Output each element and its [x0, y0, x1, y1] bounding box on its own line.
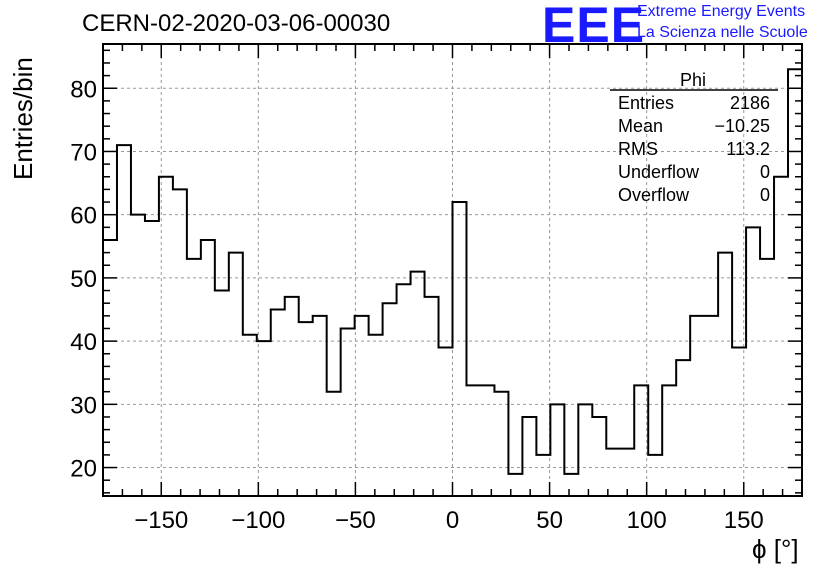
stats-row-overflow: Overflow 0	[618, 185, 770, 206]
stats-value: 0	[759, 162, 770, 182]
x-tick-label: −50	[335, 507, 376, 534]
stats-row-entries: Entries 2186	[618, 93, 770, 114]
x-axis-label: ϕ [°]	[752, 534, 799, 564]
histogram-step-line	[103, 68, 802, 475]
stats-name: Phi	[680, 70, 707, 90]
stats-label: Overflow	[618, 185, 690, 205]
y-tick-label: 80	[70, 76, 97, 103]
y-axis-label: Entries/bin	[8, 57, 38, 180]
stats-label: Underflow	[618, 162, 700, 182]
axis-ticks	[102, 44, 803, 496]
stats-row-rms: RMS 113.2	[618, 139, 770, 160]
run-title: CERN-02-2020-03-06-00030	[82, 10, 391, 37]
stats-row-underflow: Underflow 0	[618, 162, 770, 183]
eee-logo: EEE	[542, 0, 646, 53]
logo-line-2: La Scienza nelle Scuole	[637, 24, 808, 41]
y-tick-label: 40	[70, 329, 97, 356]
y-tick-label: 50	[70, 266, 97, 293]
stats-label: Entries	[618, 93, 675, 113]
stats-value: −10.25	[714, 116, 770, 136]
stats-row-mean: Mean −10.25	[618, 116, 770, 137]
x-tick-label: 50	[536, 507, 563, 534]
stats-value: 2186	[729, 93, 770, 113]
stats-value: 0	[759, 185, 770, 205]
logo-line-1: Extreme Energy Events	[637, 3, 806, 20]
y-tick-label: 60	[70, 203, 97, 230]
stats-label: Mean	[618, 116, 664, 136]
x-tick-label: 150	[724, 507, 764, 534]
x-tick-label: 100	[627, 507, 667, 534]
y-tick-label: 30	[70, 392, 97, 419]
stats-label: RMS	[618, 139, 658, 159]
y-tick-label: 70	[70, 139, 97, 166]
tick-labels: −150 −100 −50 0 50 100 150 20 30 40 50 60 70 80	[70, 76, 763, 534]
x-tick-label: 0	[446, 507, 459, 534]
y-tick-label: 20	[70, 456, 97, 483]
x-tick-label: −150	[134, 507, 188, 534]
stats-value: 113.2	[726, 139, 770, 159]
x-tick-label: −100	[231, 507, 285, 534]
